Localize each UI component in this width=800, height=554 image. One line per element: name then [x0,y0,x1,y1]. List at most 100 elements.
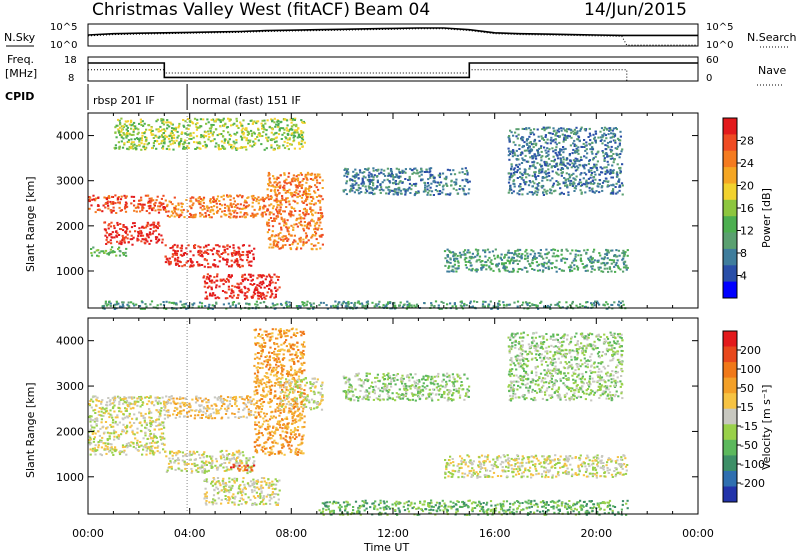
power-cell [182,208,185,211]
velocity-cell [93,450,96,453]
power-cell [192,254,195,257]
power-cell [238,247,241,250]
power-cell [181,203,184,205]
power-cell [345,182,348,185]
power-cell [310,210,313,213]
power-cell [178,215,181,217]
power-cell [569,128,572,131]
power-cell [603,267,606,270]
power-cell [216,275,219,278]
power-cell [113,146,116,149]
power-cell [277,278,280,281]
power-cell [470,257,473,260]
power-cell [526,304,529,307]
power-cell [348,179,352,182]
power-cell [150,131,153,134]
power-cell [114,230,118,233]
power-cell [516,169,519,172]
power-cell [306,171,310,174]
power-cell [511,256,514,259]
power-cell [578,181,581,184]
velocity-cell [136,439,139,442]
power-cell [446,255,450,258]
power-cell [401,181,404,184]
power-cell [532,133,536,136]
power-cell [372,188,375,191]
power-cell [143,203,146,206]
velocity-cell [156,450,159,453]
power-cell [555,143,558,146]
power-scatter-region-7 [113,117,306,151]
velocity-cell [100,402,103,405]
power-cell [562,182,565,185]
velocity-cell [177,457,180,460]
power-cell [162,301,165,303]
velocity-cell [99,453,102,456]
power-cell [319,247,322,250]
power-cell [471,252,474,255]
power-cell [246,256,249,259]
power-cell [163,128,166,131]
power-cell [252,294,255,297]
power-cell [605,301,608,304]
power-cell [170,210,173,213]
power-cell [203,205,206,208]
velocity-cell [163,437,166,440]
power-cell [395,173,398,176]
power-cell [538,139,541,142]
power-cell [533,255,536,258]
power-cell [279,201,282,204]
power-cell [268,204,271,207]
velocity-cell [247,459,250,462]
power-cell [596,182,600,185]
power-cell [303,193,306,195]
power-cell [596,302,600,305]
power-cell [321,243,324,246]
power-cell [240,129,243,132]
power-cell [572,181,575,184]
power-cell [188,205,191,208]
power-cell [525,149,528,152]
power-cell [207,243,210,246]
power-cell [299,181,302,184]
power-cell [439,173,442,176]
velocity-cell [158,451,161,454]
power-cell [286,132,289,135]
power-cell [237,283,240,286]
power-cell [113,227,116,230]
power-cell [114,303,117,306]
power-cell [314,191,317,194]
velocity-cell [112,425,115,428]
velocity-cell [108,437,111,440]
power-cell [170,122,173,125]
power-cell [317,188,320,191]
velocity-cell [148,442,151,445]
velocity-cell [155,441,158,444]
power-cell [96,254,99,257]
power-cell [97,205,100,207]
power-cell [271,128,274,131]
power-cell [200,134,203,136]
velocity-cell [132,406,135,409]
power-cell [162,208,165,211]
power-cell [231,296,234,299]
power-cell [215,301,218,304]
power-cell [107,253,110,256]
power-cell [548,148,551,151]
power-cell [227,195,230,198]
power-cell [319,199,322,202]
power-cell [532,143,535,145]
power-cell [232,291,235,294]
power-cell [241,127,244,130]
power-cell [463,304,466,307]
power-cell [524,172,527,175]
power-cell [286,240,289,242]
power-cell [521,193,524,196]
power-cell [199,142,202,145]
power-cell [222,194,225,197]
power-cell [177,142,181,145]
velocity-cell [169,461,173,464]
power-cell [252,140,255,143]
velocity-cell [126,404,129,406]
power-cell [102,204,105,207]
